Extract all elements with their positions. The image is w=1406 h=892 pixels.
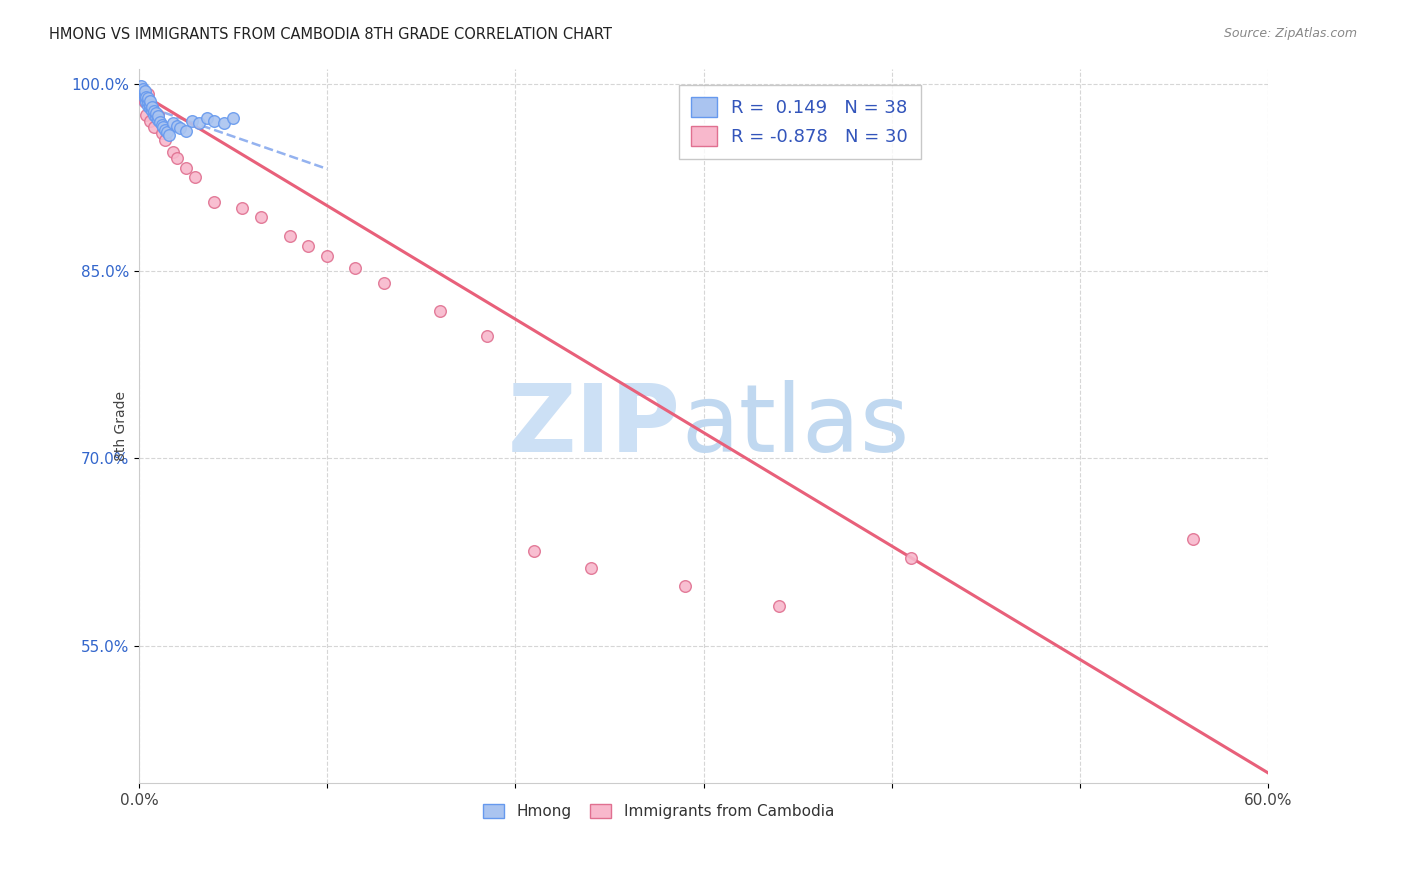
Point: [150, 127, 173, 141]
Point: [145, 110, 167, 124]
Point: [169, 121, 191, 136]
Point: [297, 239, 319, 253]
Point: [157, 128, 180, 142]
Point: [129, 78, 152, 93]
Point: [138, 95, 160, 110]
Point: [155, 133, 177, 147]
Point: [1182, 533, 1205, 547]
Point: [138, 87, 160, 101]
Point: [139, 114, 162, 128]
Text: HMONG VS IMMIGRANTS FROM CAMBODIA 8TH GRADE CORRELATION CHART: HMONG VS IMMIGRANTS FROM CAMBODIA 8TH GR…: [49, 27, 612, 42]
Point: [212, 116, 235, 130]
Text: Source: ZipAtlas.com: Source: ZipAtlas.com: [1223, 27, 1357, 40]
Point: [135, 95, 157, 110]
Point: [132, 81, 155, 95]
Point: [146, 109, 169, 123]
Point: [138, 91, 160, 105]
Point: [222, 112, 245, 126]
Point: [162, 145, 184, 160]
Point: [166, 152, 188, 166]
Legend: Hmong, Immigrants from Cambodia: Hmong, Immigrants from Cambodia: [477, 798, 841, 825]
Point: [202, 114, 225, 128]
Point: [145, 106, 167, 120]
Point: [188, 116, 211, 130]
Text: atlas: atlas: [681, 380, 910, 472]
Point: [143, 103, 166, 118]
Point: [174, 161, 197, 176]
Point: [195, 112, 218, 126]
Point: [143, 120, 166, 135]
Point: [135, 90, 157, 104]
Point: [768, 599, 790, 613]
Point: [523, 543, 546, 558]
Point: [138, 99, 160, 113]
Point: [150, 118, 173, 132]
Point: [146, 108, 169, 122]
Point: [202, 195, 225, 210]
Point: [134, 84, 156, 98]
Point: [135, 108, 157, 122]
Point: [900, 551, 922, 566]
Point: [139, 94, 162, 108]
Point: [139, 97, 162, 112]
Point: [155, 122, 177, 136]
Point: [143, 108, 166, 122]
Point: [429, 303, 451, 318]
Point: [373, 277, 395, 291]
Point: [149, 115, 172, 129]
Point: [132, 85, 155, 99]
Point: [231, 202, 253, 216]
Point: [134, 87, 156, 102]
Point: [174, 124, 197, 138]
Point: [477, 329, 499, 343]
Point: [250, 210, 273, 224]
Point: [139, 102, 162, 116]
Point: [156, 125, 179, 139]
Point: [278, 228, 301, 243]
Point: [673, 579, 696, 593]
Point: [180, 114, 202, 128]
Point: [146, 112, 169, 127]
Point: [166, 119, 188, 133]
Point: [134, 95, 156, 110]
Y-axis label: 8th Grade: 8th Grade: [114, 391, 128, 461]
Point: [316, 249, 339, 263]
Text: ZIP: ZIP: [508, 380, 681, 472]
Point: [141, 103, 163, 118]
Point: [579, 561, 602, 575]
Point: [141, 99, 163, 113]
Point: [132, 89, 155, 103]
Point: [152, 120, 174, 135]
Point: [344, 261, 367, 276]
Point: [162, 116, 184, 130]
Point: [184, 170, 207, 185]
Point: [134, 91, 156, 105]
Point: [141, 100, 163, 114]
